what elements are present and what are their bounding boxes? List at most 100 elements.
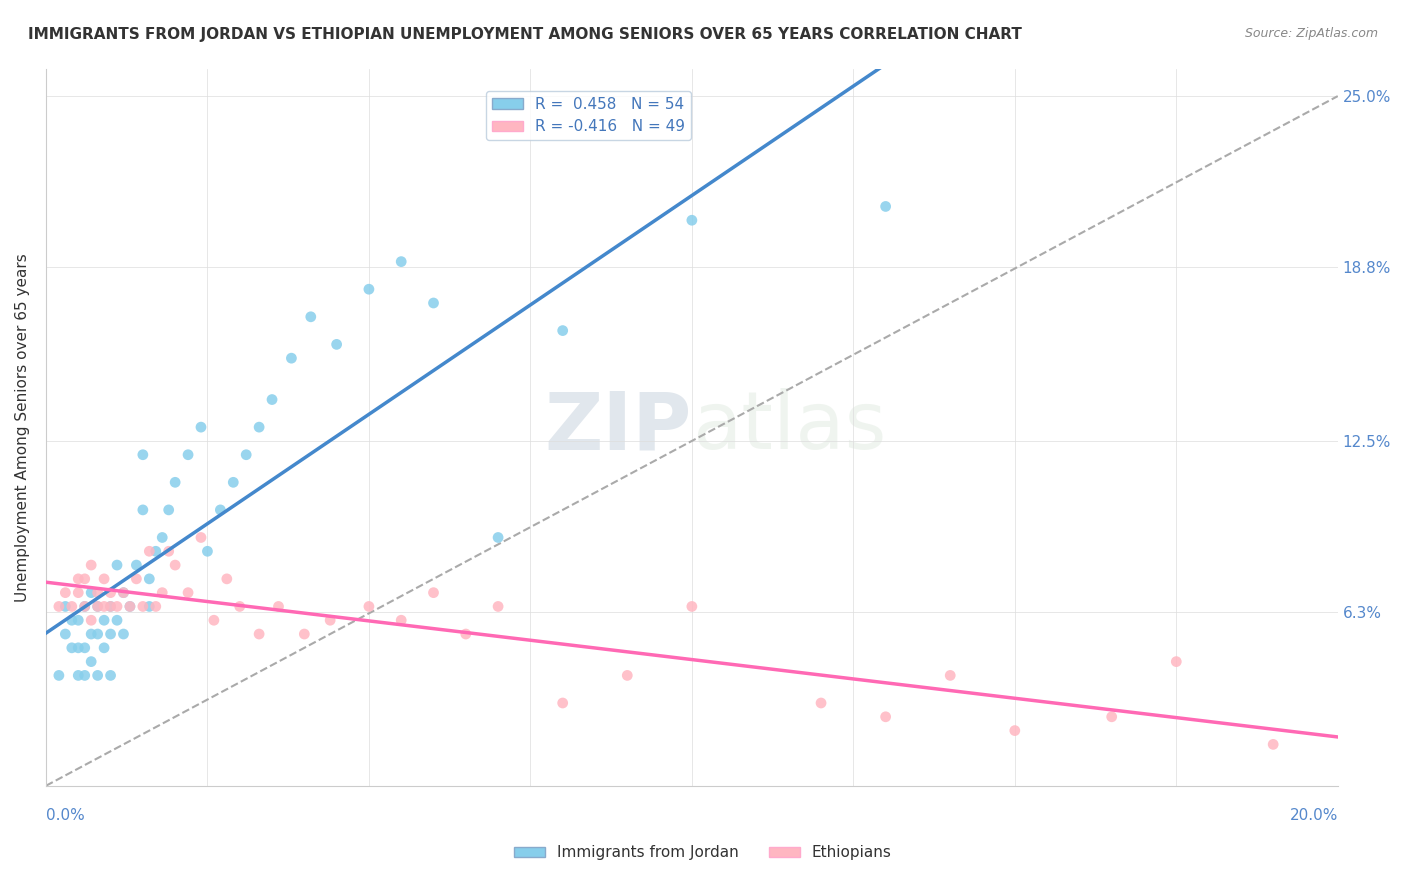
Point bbox=[112, 585, 135, 599]
Point bbox=[357, 282, 380, 296]
Text: atlas: atlas bbox=[692, 388, 886, 467]
Point bbox=[86, 627, 108, 641]
Point bbox=[118, 599, 141, 614]
Point bbox=[165, 475, 187, 490]
Point bbox=[73, 640, 96, 655]
Point bbox=[1263, 738, 1285, 752]
Point bbox=[125, 558, 148, 572]
Point bbox=[48, 599, 70, 614]
Point bbox=[299, 310, 322, 324]
Point bbox=[551, 324, 574, 338]
Legend: R =  0.458   N = 54, R = -0.416   N = 49: R = 0.458 N = 54, R = -0.416 N = 49 bbox=[486, 90, 690, 140]
Point bbox=[247, 627, 270, 641]
Point bbox=[132, 503, 155, 517]
Point bbox=[118, 599, 141, 614]
Point bbox=[93, 572, 115, 586]
Point bbox=[67, 613, 90, 627]
Point bbox=[177, 585, 200, 599]
Point bbox=[177, 448, 200, 462]
Point bbox=[67, 640, 90, 655]
Point bbox=[60, 640, 83, 655]
Point bbox=[86, 599, 108, 614]
Point bbox=[100, 668, 122, 682]
Point bbox=[551, 696, 574, 710]
Point bbox=[229, 599, 252, 614]
Point bbox=[454, 627, 477, 641]
Point bbox=[60, 599, 83, 614]
Point bbox=[389, 254, 412, 268]
Point bbox=[80, 655, 103, 669]
Point bbox=[422, 296, 444, 310]
Point bbox=[810, 696, 832, 710]
Point bbox=[325, 337, 347, 351]
Point bbox=[86, 599, 108, 614]
Point bbox=[1101, 710, 1123, 724]
Point bbox=[100, 599, 122, 614]
Point bbox=[105, 599, 128, 614]
Text: IMMIGRANTS FROM JORDAN VS ETHIOPIAN UNEMPLOYMENT AMONG SENIORS OVER 65 YEARS COR: IMMIGRANTS FROM JORDAN VS ETHIOPIAN UNEM… bbox=[28, 27, 1022, 42]
Point bbox=[157, 503, 180, 517]
Point bbox=[145, 544, 167, 558]
Point bbox=[100, 627, 122, 641]
Point bbox=[138, 544, 160, 558]
Point bbox=[875, 199, 897, 213]
Point bbox=[681, 599, 703, 614]
Point bbox=[80, 627, 103, 641]
Point bbox=[222, 475, 245, 490]
Point bbox=[319, 613, 342, 627]
Text: 0.0%: 0.0% bbox=[46, 808, 84, 823]
Point bbox=[93, 640, 115, 655]
Point bbox=[53, 585, 76, 599]
Point bbox=[145, 599, 167, 614]
Point bbox=[357, 599, 380, 614]
Legend: Immigrants from Jordan, Ethiopians: Immigrants from Jordan, Ethiopians bbox=[508, 839, 898, 866]
Point bbox=[1166, 655, 1188, 669]
Point bbox=[67, 572, 90, 586]
Point bbox=[209, 503, 232, 517]
Point bbox=[875, 710, 897, 724]
Point bbox=[190, 420, 212, 434]
Point bbox=[150, 585, 173, 599]
Point bbox=[681, 213, 703, 227]
Point bbox=[292, 627, 315, 641]
Point bbox=[939, 668, 962, 682]
Point bbox=[112, 627, 135, 641]
Point bbox=[48, 668, 70, 682]
Point bbox=[73, 668, 96, 682]
Point bbox=[202, 613, 225, 627]
Point bbox=[132, 448, 155, 462]
Point bbox=[105, 558, 128, 572]
Point bbox=[105, 613, 128, 627]
Point bbox=[100, 585, 122, 599]
Point bbox=[67, 585, 90, 599]
Point bbox=[422, 585, 444, 599]
Point bbox=[157, 544, 180, 558]
Point bbox=[389, 613, 412, 627]
Point bbox=[486, 599, 509, 614]
Point bbox=[1004, 723, 1026, 738]
Point bbox=[138, 599, 160, 614]
Point bbox=[138, 572, 160, 586]
Point bbox=[235, 448, 257, 462]
Point bbox=[280, 351, 302, 366]
Point bbox=[150, 531, 173, 545]
Point bbox=[67, 668, 90, 682]
Point bbox=[86, 585, 108, 599]
Point bbox=[80, 558, 103, 572]
Point bbox=[267, 599, 290, 614]
Point bbox=[190, 531, 212, 545]
Point bbox=[247, 420, 270, 434]
Point bbox=[132, 599, 155, 614]
Point bbox=[73, 599, 96, 614]
Point bbox=[86, 668, 108, 682]
Point bbox=[112, 585, 135, 599]
Point bbox=[53, 627, 76, 641]
Point bbox=[93, 613, 115, 627]
Point bbox=[80, 585, 103, 599]
Text: 20.0%: 20.0% bbox=[1289, 808, 1337, 823]
Point bbox=[486, 531, 509, 545]
Point bbox=[125, 572, 148, 586]
Point bbox=[53, 599, 76, 614]
Text: Source: ZipAtlas.com: Source: ZipAtlas.com bbox=[1244, 27, 1378, 40]
Point bbox=[165, 558, 187, 572]
